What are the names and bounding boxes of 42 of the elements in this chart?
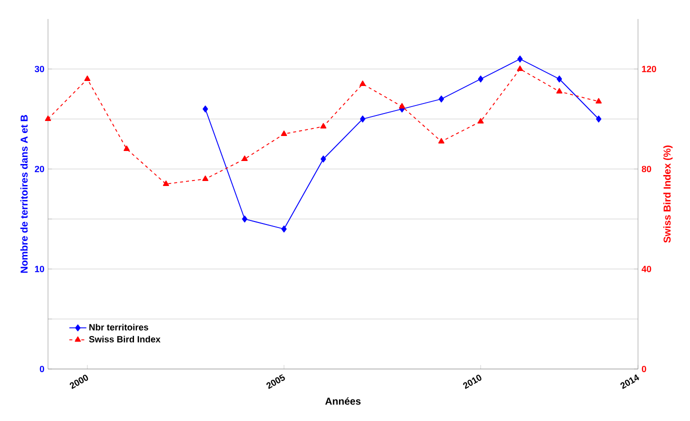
x-axis-title: Années <box>325 397 361 405</box>
legend-label: Swiss Bird Index <box>89 336 160 342</box>
legend-label: Nbr territoires <box>89 324 148 330</box>
point <box>242 156 248 161</box>
point <box>124 146 130 151</box>
point <box>517 56 523 62</box>
point <box>84 76 90 81</box>
y-tick-label: 20 <box>34 166 44 172</box>
point <box>280 130 288 136</box>
point <box>360 116 366 122</box>
y2-axis-title: Swiss Bird Index (%) <box>663 146 673 243</box>
point <box>202 176 208 181</box>
point <box>320 156 326 162</box>
point <box>516 66 524 71</box>
y2-tick-label: 40 <box>642 266 652 272</box>
y-axis-title: Nombre de territoires dans A et B <box>20 115 28 273</box>
x-tick-label: 2000 <box>70 374 88 390</box>
y-tick-label: 10 <box>35 266 44 272</box>
y2-tick-label: 0 <box>642 366 646 372</box>
y-tick-label: 0 <box>40 366 44 372</box>
point <box>162 180 170 186</box>
x-tick-label: 2010 <box>463 374 482 390</box>
y-tick-label: 30 <box>34 66 44 72</box>
point <box>320 123 326 128</box>
point <box>281 226 287 232</box>
y2-tick-label: 80 <box>642 166 652 172</box>
point <box>44 116 52 121</box>
point <box>360 80 366 86</box>
point <box>478 118 484 124</box>
point <box>438 96 444 102</box>
point <box>202 106 208 112</box>
point <box>556 88 562 94</box>
point <box>596 116 602 122</box>
point <box>438 138 444 144</box>
point <box>242 216 248 222</box>
y2-tick-label: 120 <box>642 66 656 72</box>
point <box>398 103 406 108</box>
point <box>596 98 602 104</box>
x-tick-label: 2014 <box>620 374 640 390</box>
x-tick-label: 2005 <box>266 374 285 390</box>
point <box>478 76 484 82</box>
point <box>556 76 562 82</box>
